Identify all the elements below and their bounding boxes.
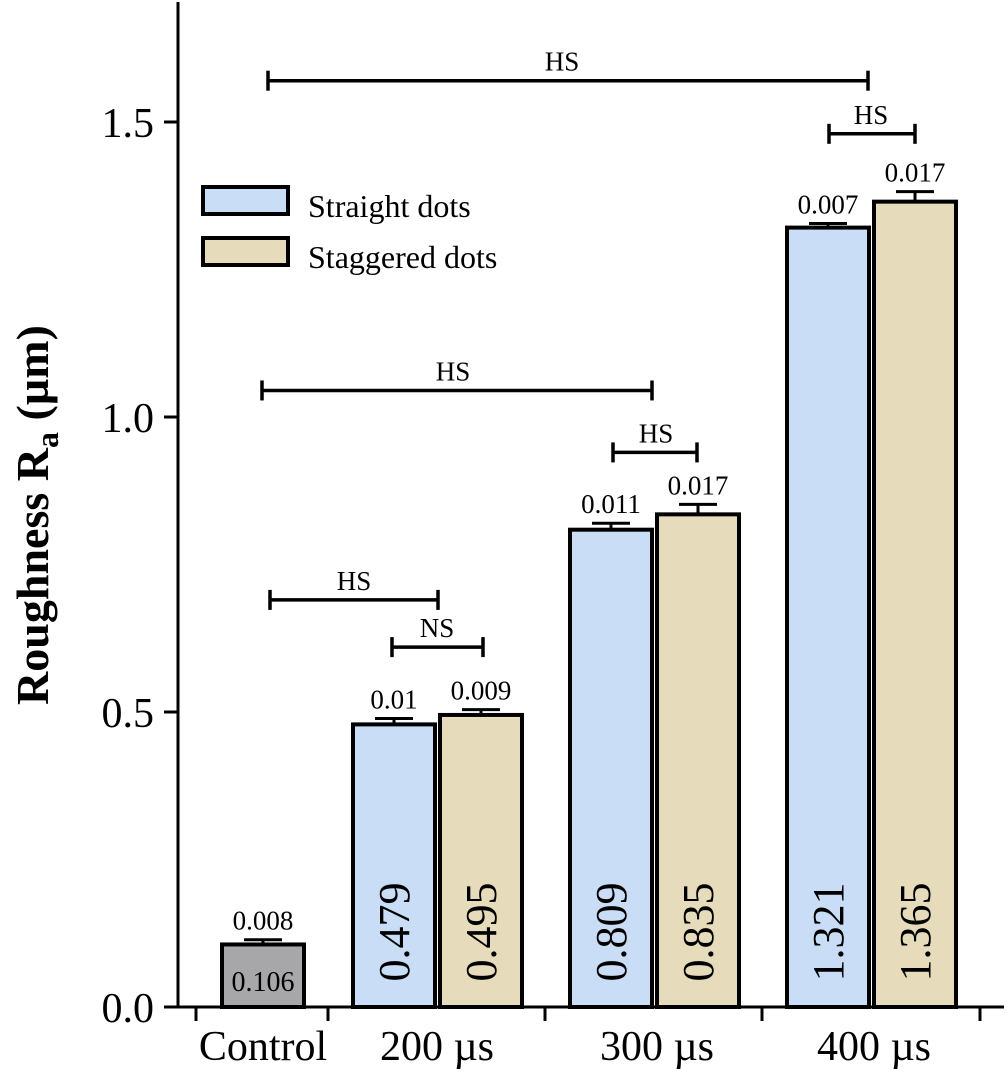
x-tick-label: 300 µs xyxy=(600,1024,714,1070)
value-label: 0.479 xyxy=(370,883,419,982)
legend-label: Straight dots xyxy=(308,188,471,224)
error-label: 0.007 xyxy=(798,189,859,219)
value-label: 1.365 xyxy=(891,883,940,982)
y-tick-label: 1.5 xyxy=(102,101,155,147)
significance-label: HS xyxy=(436,356,471,386)
significance-label: HS xyxy=(545,47,580,77)
x-tick-label: Control xyxy=(199,1024,327,1070)
bar xyxy=(785,225,871,1010)
value-label: 0.495 xyxy=(457,883,506,982)
x-tick-label: 200 µs xyxy=(380,1024,494,1070)
legend-label: Staggered dots xyxy=(308,239,497,275)
y-tick-label: 0.0 xyxy=(102,986,155,1032)
legend-swatch xyxy=(201,236,290,267)
axes: 0.0 0.5 1.0 1.5 Control 200 µs 300 µs 400 µs xyxy=(102,2,1004,1070)
error-label: 0.01 xyxy=(370,684,417,714)
value-label: 0.835 xyxy=(674,883,723,982)
error-label: 0.008 xyxy=(233,906,294,936)
legend: Straight dots Staggered dots xyxy=(201,185,497,275)
error-label: 0.017 xyxy=(668,470,729,500)
error-label: 0.011 xyxy=(581,489,641,519)
significance-label: HS xyxy=(639,418,674,448)
y-axis-label-unit: (µm) xyxy=(7,325,58,432)
bars: 0.008 0.106 0.01 0.479 0.009 0.495 0.011 0.809 0… xyxy=(220,158,958,1010)
value-label: 0.106 xyxy=(232,967,295,998)
significance-label: NS xyxy=(420,613,455,643)
error-label: 0.009 xyxy=(451,676,512,706)
significance-brackets: HS NS HS HS HS HS xyxy=(260,47,917,658)
value-label: 1.321 xyxy=(804,883,853,982)
y-axis-label-subscript: a xyxy=(29,432,65,448)
bar xyxy=(438,712,524,1009)
bar xyxy=(568,527,654,1009)
value-label: 0.809 xyxy=(587,883,636,982)
x-tick-label: 400 µs xyxy=(817,1024,931,1070)
y-axis-label: Roughness Ra (µm) xyxy=(7,325,65,705)
y-axis-label-main: Roughness R xyxy=(7,447,58,705)
significance-label: HS xyxy=(337,566,372,596)
significance-label: HS xyxy=(854,100,889,130)
y-tick-label: 0.5 xyxy=(102,691,155,737)
legend-swatch xyxy=(201,185,290,216)
error-label: 0.017 xyxy=(885,158,946,188)
y-tick-label: 1.0 xyxy=(102,396,155,442)
